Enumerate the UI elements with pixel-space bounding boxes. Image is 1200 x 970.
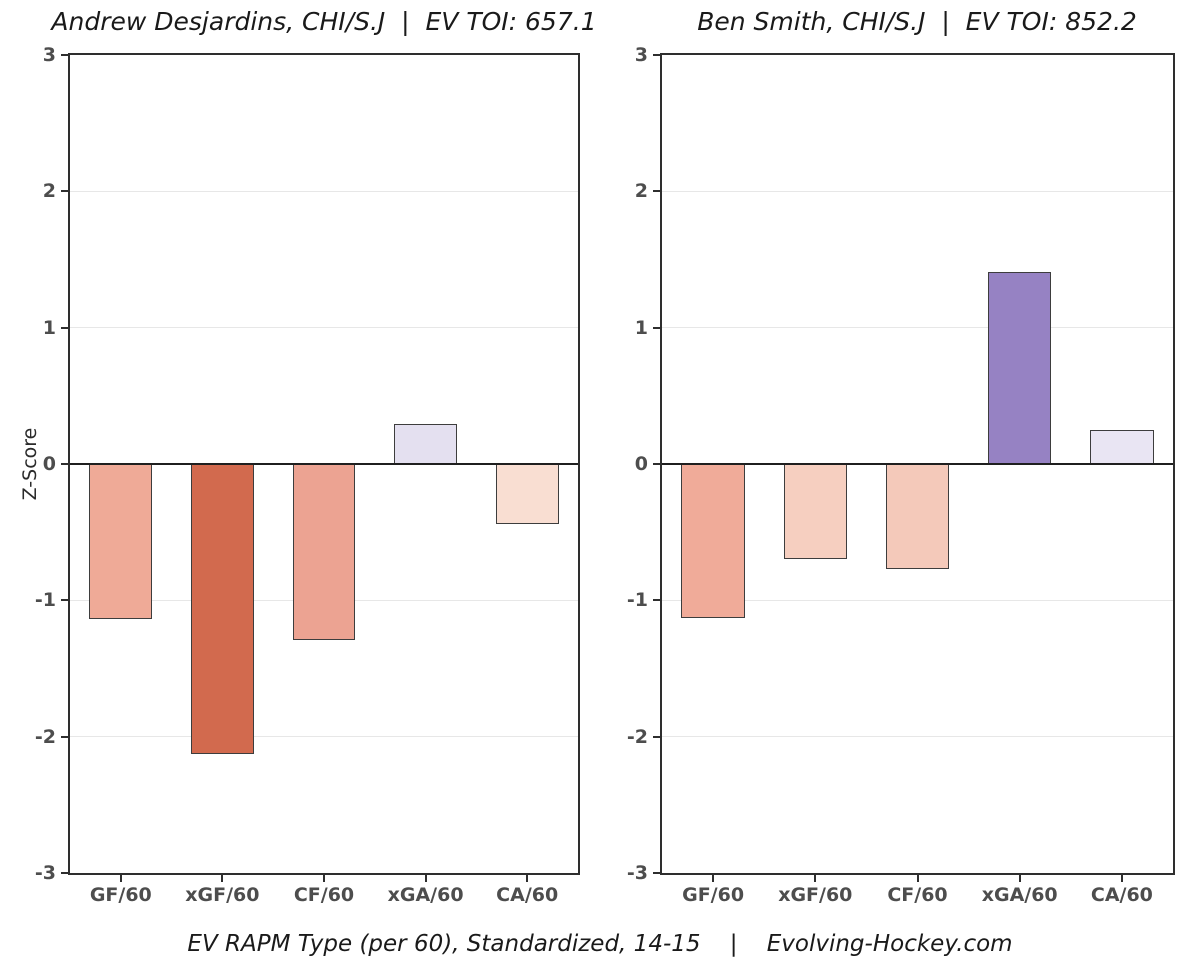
chart-title-left: Andrew Desjardins, CHI/S.J | EV TOI: 657… [51, 7, 597, 36]
x-tick-label-xga-60: xGA/60 [387, 884, 464, 906]
x-tick-mark-3 [1018, 875, 1021, 882]
x-tick-mark-4 [526, 875, 529, 882]
y-tick-label-2: 2 [42, 180, 56, 203]
x-tick-mark-4 [1120, 875, 1123, 882]
gridline-y-2 [662, 736, 1173, 738]
gridline-y2 [662, 190, 1173, 192]
x-tick-mark-1 [814, 875, 817, 882]
plot-area-right [660, 53, 1175, 875]
y-tick-mark--3 [61, 872, 68, 874]
x-tick-label-ca-60: CA/60 [496, 884, 559, 906]
gridline-y-2 [70, 736, 578, 738]
chart-title-right: Ben Smith, CHI/S.J | EV TOI: 852.2 [697, 7, 1137, 36]
figure-caption: EV RAPM Type (per 60), Standardized, 14-… [187, 931, 1013, 957]
y-tick-mark--2 [61, 735, 68, 738]
y-tick-label-3: 3 [634, 44, 648, 66]
bar-ca-60 [1090, 429, 1154, 464]
x-tick-label-gf-60: GF/60 [89, 884, 152, 906]
y-tick-mark-0 [61, 463, 68, 465]
chart-panel-right: Ben Smith, CHI/S.J | EV TOI: 852.2 3 2 1 0 -… [600, 0, 1200, 970]
y-tick-label--1: -1 [626, 589, 648, 612]
y-tick-label-0: 0 [42, 453, 56, 475]
y-tick-label--2: -2 [34, 725, 56, 748]
x-tick-mark-1 [221, 875, 224, 882]
zero-line [70, 463, 578, 465]
x-tick-label-xga-60: xGA/60 [981, 884, 1058, 906]
x-tick-label-ca-60: CA/60 [1090, 884, 1153, 906]
x-tick-label-cf-60: CF/60 [887, 884, 948, 906]
y-tick-mark--1 [61, 599, 68, 602]
y-tick-mark-3 [653, 54, 660, 56]
gridline-y1 [662, 327, 1173, 329]
y-tick-label--2: -2 [626, 725, 648, 748]
bar-xga-60 [394, 424, 458, 464]
y-tick-mark-3 [61, 54, 68, 56]
bar-gf-60 [89, 464, 153, 620]
y-tick-label--3: -3 [626, 862, 648, 884]
y-tick-mark--3 [653, 872, 660, 874]
y-tick-label-0: 0 [634, 453, 648, 475]
gridline-y1 [70, 327, 578, 329]
bar-gf-60 [681, 464, 745, 619]
x-tick-label-xgf-60: xGF/60 [185, 884, 260, 906]
x-tick-mark-0 [119, 875, 122, 882]
zero-line [662, 463, 1173, 465]
x-tick-label-cf-60: CF/60 [293, 884, 355, 906]
x-tick-mark-0 [712, 875, 715, 882]
bar-xga-60 [988, 271, 1052, 464]
y-tick-mark-1 [653, 326, 660, 329]
x-tick-mark-2 [323, 875, 325, 882]
y-tick-label-3: 3 [42, 44, 56, 66]
plot-area-left [68, 53, 580, 875]
y-tick-mark-2 [61, 190, 68, 193]
bar-cf-60 [885, 464, 950, 569]
y-tick-label--1: -1 [34, 589, 56, 612]
bar-xgf-60 [190, 464, 254, 755]
chart-panel-left: Andrew Desjardins, CHI/S.J | EV TOI: 657… [19, 7, 597, 906]
x-tick-label-xgf-60: xGF/60 [778, 884, 853, 906]
x-tick-mark-2 [916, 875, 919, 882]
x-tick-mark-3 [424, 875, 427, 882]
y-tick-label--3: -3 [34, 862, 56, 884]
y-tick-label-1: 1 [634, 316, 648, 339]
y-tick-label-2: 2 [634, 180, 648, 203]
y-tick-mark-1 [61, 326, 68, 329]
y-tick-mark-0 [653, 463, 660, 465]
bar-cf-60 [292, 464, 356, 640]
y-tick-mark--2 [653, 735, 660, 738]
bar-ca-60 [495, 464, 559, 524]
y-tick-mark-2 [653, 190, 660, 193]
x-tick-label-gf-60: GF/60 [682, 884, 745, 906]
y-tick-mark--1 [653, 599, 660, 602]
gridline-y-1 [662, 599, 1173, 601]
bar-xgf-60 [783, 464, 847, 560]
gridline-y2 [70, 190, 578, 192]
y-tick-label-1: 1 [42, 316, 56, 339]
